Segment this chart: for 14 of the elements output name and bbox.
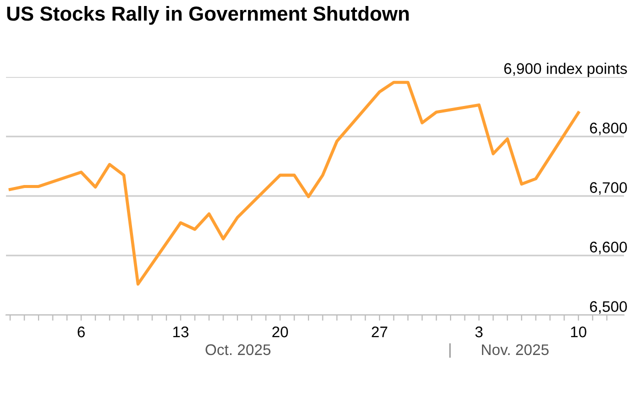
x-tick-label: 3 (475, 326, 483, 338)
y-tick-label: 6,600 (590, 242, 627, 254)
y-tick-label: 6,800 (590, 122, 627, 136)
y-tick-label: 6,900 index points (504, 62, 627, 77)
x-tick-label: 27 (372, 326, 388, 338)
y-tick-label: 6,700 (590, 182, 627, 195)
text: Oct. 2025 (206, 344, 270, 356)
x-tick-label: 20 (272, 326, 288, 338)
x-tick-label: 13 (173, 326, 188, 338)
y-tick-label: 6,500 (590, 301, 627, 314)
chart-title: US Stocks Rally in Government Shutdown (7, 6, 409, 25)
text: Nov. 2025 (482, 344, 549, 356)
x-tick-label: 10 (571, 326, 586, 338)
x-tick-label: 6 (78, 326, 85, 338)
